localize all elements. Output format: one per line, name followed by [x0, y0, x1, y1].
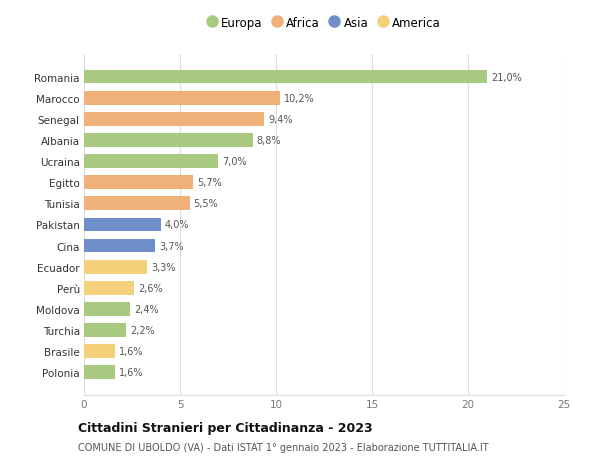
Bar	[84, 176, 193, 190]
Text: 10,2%: 10,2%	[284, 94, 314, 103]
Legend: Europa, Africa, Asia, America: Europa, Africa, Asia, America	[207, 17, 441, 30]
Text: 21,0%: 21,0%	[491, 73, 522, 82]
Text: 2,2%: 2,2%	[130, 325, 155, 335]
Text: 2,4%: 2,4%	[134, 304, 158, 314]
Text: 1,6%: 1,6%	[119, 347, 143, 356]
Text: 1,6%: 1,6%	[119, 368, 143, 377]
Text: 8,8%: 8,8%	[257, 135, 281, 146]
Text: 9,4%: 9,4%	[268, 115, 293, 124]
Bar	[84, 197, 190, 211]
Bar	[84, 366, 115, 379]
Bar	[84, 302, 130, 316]
Text: 5,5%: 5,5%	[193, 199, 218, 209]
Text: Cittadini Stranieri per Cittadinanza - 2023: Cittadini Stranieri per Cittadinanza - 2…	[78, 421, 373, 434]
Text: 4,0%: 4,0%	[164, 220, 189, 230]
Bar	[84, 112, 265, 126]
Bar	[84, 324, 126, 337]
Bar	[84, 260, 148, 274]
Text: COMUNE DI UBOLDO (VA) - Dati ISTAT 1° gennaio 2023 - Elaborazione TUTTITALIA.IT: COMUNE DI UBOLDO (VA) - Dati ISTAT 1° ge…	[78, 442, 488, 452]
Text: 5,7%: 5,7%	[197, 178, 222, 188]
Bar	[84, 281, 134, 295]
Bar	[84, 239, 155, 253]
Bar	[84, 71, 487, 84]
Text: 3,7%: 3,7%	[159, 241, 184, 251]
Bar	[84, 345, 115, 358]
Text: 2,6%: 2,6%	[138, 283, 163, 293]
Bar	[84, 155, 218, 168]
Text: 7,0%: 7,0%	[222, 157, 247, 167]
Bar	[84, 218, 161, 232]
Text: 3,3%: 3,3%	[151, 262, 176, 272]
Bar	[84, 134, 253, 147]
Bar	[84, 92, 280, 105]
